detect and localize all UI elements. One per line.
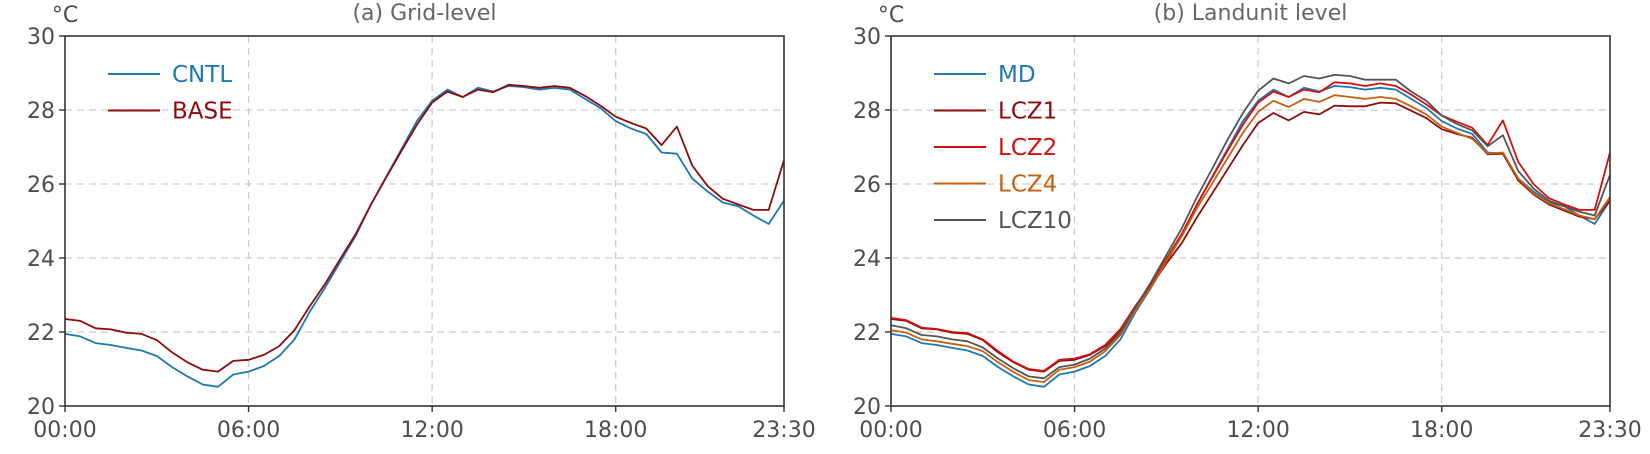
x-tick-label: 23:30 (1578, 418, 1641, 443)
y-tick-label: 26 (27, 173, 55, 198)
plot-frame (890, 35, 1611, 407)
series-line-base (64, 83, 785, 373)
y-tick-label: 26 (853, 173, 881, 198)
legend-label-cntl: CNTL (172, 62, 232, 88)
series-line-md (890, 85, 1611, 388)
y-tick-label: 20 (853, 395, 881, 420)
x-tick-label: 00:00 (33, 418, 96, 443)
plot-frame (64, 35, 785, 407)
x-tick-label: 12:00 (400, 418, 463, 443)
chart-title: (b) Landunit level (1154, 1, 1348, 26)
y-tick-label: 22 (853, 321, 881, 346)
y-tick-label: 30 (27, 25, 55, 50)
y-tick-label: 22 (27, 321, 55, 346)
y-tick-label: 28 (853, 99, 881, 124)
legend-label-lcz1: LCZ1 (998, 99, 1057, 125)
y-unit-label: °C (878, 3, 904, 28)
legend-label-lcz4: LCZ4 (998, 172, 1057, 198)
panel-a: 20 22 24 26 28 30 00:00 06:00 12:00 18:00 23:30 °C (… (27, 1, 816, 443)
y-unit-label: °C (52, 3, 78, 28)
legend-label-lcz2: LCZ2 (998, 135, 1057, 161)
series-line-cntl (64, 85, 785, 388)
y-tick-label: 24 (853, 247, 881, 272)
legend-label-base: BASE (172, 99, 233, 125)
x-tick-label: 12:00 (1226, 418, 1289, 443)
chart-title: (a) Grid-level (352, 1, 496, 26)
x-tick-label: 18:00 (1410, 418, 1473, 443)
y-tick-label: 30 (853, 25, 881, 50)
x-tick-label: 23:30 (752, 418, 815, 443)
legend-label-md: MD (998, 62, 1036, 88)
y-tick-label: 20 (27, 395, 55, 420)
series-line-lcz2 (890, 81, 1611, 372)
panel-b: 20 22 24 26 28 30 00:00 06:00 12:00 18:00 23:30 °C (… (853, 1, 1642, 443)
x-tick-label: 06:00 (217, 418, 280, 443)
x-tick-label: 06:00 (1043, 418, 1106, 443)
legend-label-lcz10: LCZ10 (998, 208, 1072, 234)
series-line-lcz10 (890, 74, 1611, 380)
y-tick-label: 24 (27, 247, 55, 272)
series-line-lcz4 (890, 94, 1611, 383)
x-tick-label: 00:00 (859, 418, 922, 443)
y-tick-label: 28 (27, 99, 55, 124)
x-tick-label: 18:00 (584, 418, 647, 443)
